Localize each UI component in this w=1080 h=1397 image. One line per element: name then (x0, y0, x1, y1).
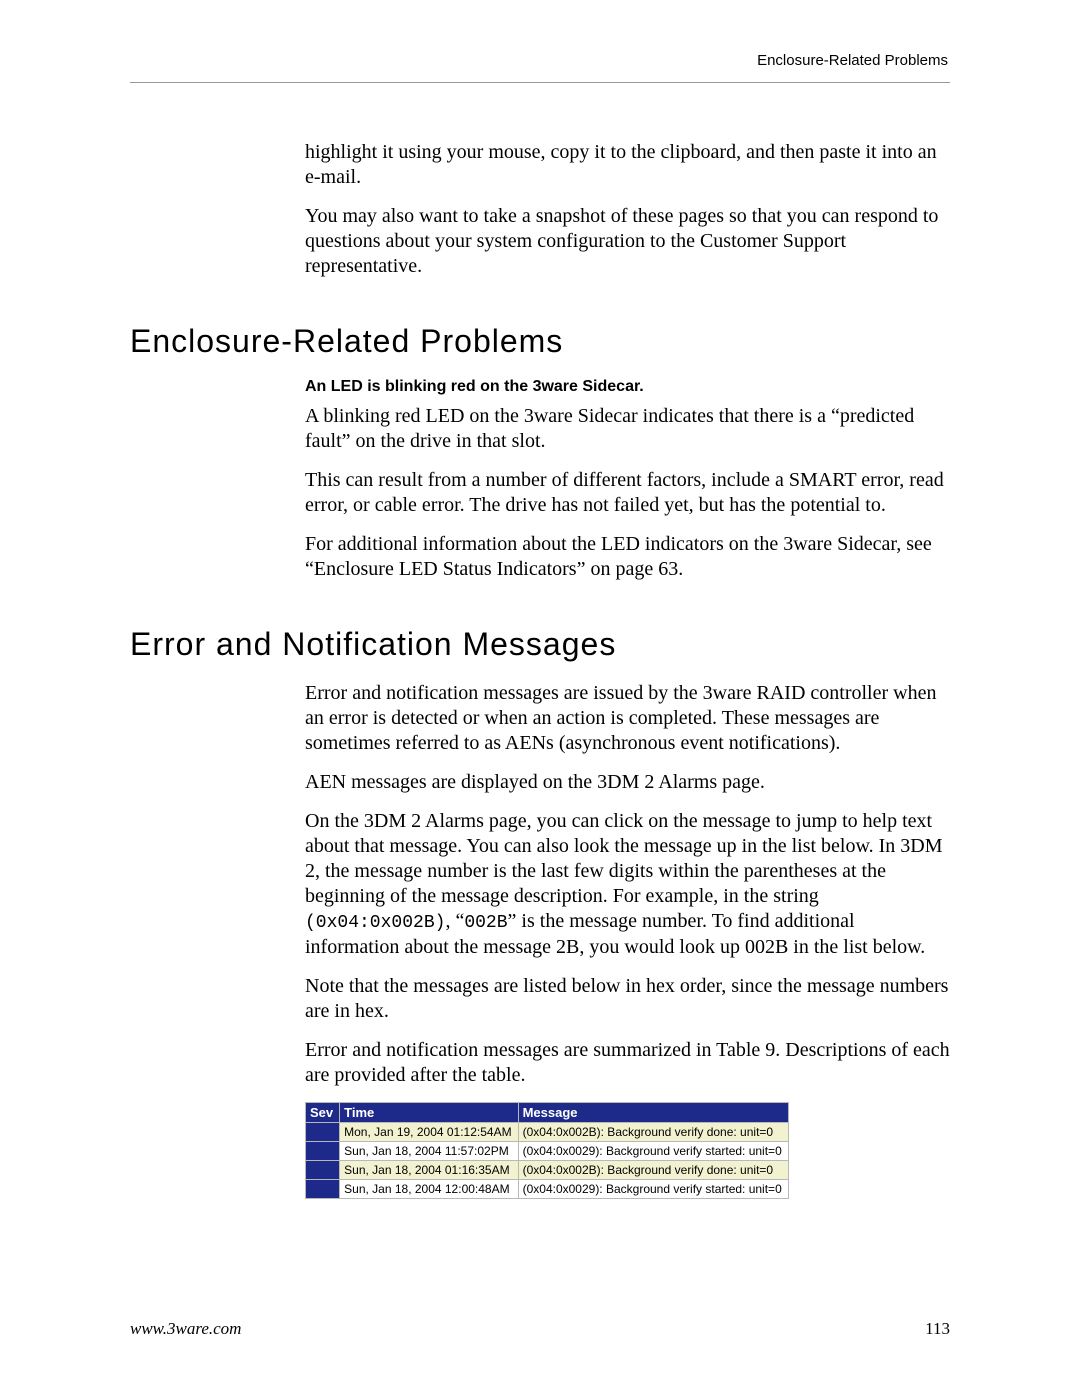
table-row: Sun, Jan 18, 2004 01:16:35AM (0x04:0x002… (306, 1160, 789, 1179)
intro-paragraph-2: You may also want to take a snapshot of … (305, 204, 950, 279)
message-cell: (0x04:0x002B): Background verify done: u… (518, 1122, 788, 1141)
section2-paragraph-3: On the 3DM 2 Alarms page, you can click … (305, 809, 950, 960)
section2-paragraph-5: Error and notification messages are summ… (305, 1038, 950, 1088)
time-cell: Sun, Jan 18, 2004 11:57:02PM (340, 1141, 518, 1160)
table-row: Mon, Jan 19, 2004 01:12:54AM (0x04:0x002… (306, 1122, 789, 1141)
section2-p3-code2: 002B (464, 913, 507, 933)
section-title-error-messages: Error and Notification Messages (130, 626, 950, 663)
section2-p3-text-a: On the 3DM 2 Alarms page, you can click … (305, 810, 943, 907)
section2-paragraph-1: Error and notification messages are issu… (305, 681, 950, 756)
footer-page-number: 113 (925, 1319, 950, 1339)
section2-paragraph-2: AEN messages are displayed on the 3DM 2 … (305, 770, 950, 795)
section1-paragraph-1: A blinking red LED on the 3ware Sidecar … (305, 404, 950, 454)
alarms-table: Sev Time Message Mon, Jan 19, 2004 01:12… (305, 1102, 789, 1199)
section1-paragraph-3: For additional information about the LED… (305, 532, 950, 582)
section1-paragraph-2: This can result from a number of differe… (305, 468, 950, 518)
message-cell: (0x04:0x0029): Background verify started… (518, 1179, 788, 1198)
sev-cell (306, 1179, 340, 1198)
section2-paragraph-4: Note that the messages are listed below … (305, 974, 950, 1024)
page-header-right: Enclosure-Related Problems (757, 52, 948, 69)
section2-p3-code: (0x04:0x002B) (305, 913, 445, 933)
section-title-enclosure: Enclosure-Related Problems (130, 323, 950, 360)
col-message: Message (518, 1102, 788, 1122)
table-row: Sun, Jan 18, 2004 11:57:02PM (0x04:0x002… (306, 1141, 789, 1160)
sev-cell (306, 1141, 340, 1160)
col-time: Time (340, 1102, 518, 1122)
sev-cell (306, 1160, 340, 1179)
footer-url: www.3ware.com (130, 1319, 241, 1339)
table-row: Sun, Jan 18, 2004 12:00:48AM (0x04:0x002… (306, 1179, 789, 1198)
message-cell: (0x04:0x0029): Background verify started… (518, 1141, 788, 1160)
col-sev: Sev (306, 1102, 340, 1122)
page-footer: www.3ware.com 113 (130, 1319, 950, 1339)
sev-cell (306, 1122, 340, 1141)
alarms-header-row: Sev Time Message (306, 1102, 789, 1122)
time-cell: Sun, Jan 18, 2004 01:16:35AM (340, 1160, 518, 1179)
header-rule (130, 82, 950, 83)
content-area: highlight it using your mouse, copy it t… (130, 140, 950, 1199)
page: Enclosure-Related Problems highlight it … (0, 0, 1080, 1397)
section2-p3-text-b: , “ (445, 910, 464, 932)
message-cell: (0x04:0x002B): Background verify done: u… (518, 1160, 788, 1179)
section1-subheading: An LED is blinking red on the 3ware Side… (305, 378, 950, 396)
intro-paragraph-1: highlight it using your mouse, copy it t… (305, 140, 950, 190)
time-cell: Mon, Jan 19, 2004 01:12:54AM (340, 1122, 518, 1141)
time-cell: Sun, Jan 18, 2004 12:00:48AM (340, 1179, 518, 1198)
